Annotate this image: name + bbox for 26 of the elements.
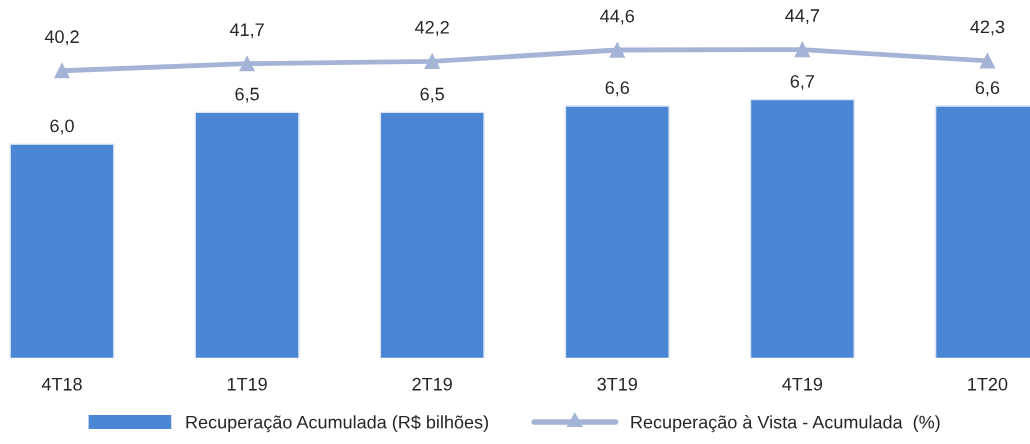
point bbox=[54, 63, 70, 79]
x-tick-label: 3T19 bbox=[597, 377, 637, 391]
point bbox=[979, 53, 996, 69]
point bbox=[609, 42, 625, 58]
data-label: 6,5 bbox=[235, 87, 259, 103]
point bbox=[794, 41, 810, 58]
x-tick-label: 1T20 bbox=[968, 377, 1008, 391]
data-label: 6,6 bbox=[605, 81, 630, 97]
data-label: 44,7 bbox=[785, 9, 820, 25]
data-label: 41,7 bbox=[229, 23, 264, 39]
data-label: 6,6 bbox=[975, 81, 1000, 97]
x-tick-label: 4T19 bbox=[782, 377, 823, 391]
x-tick-label: 4T18 bbox=[41, 377, 82, 391]
data-label: 42,2 bbox=[415, 20, 449, 36]
x-tick-label: 2T19 bbox=[412, 377, 452, 391]
x-tick-label: 1T19 bbox=[227, 377, 267, 391]
legend-label: Recuperação Acumulada (R$ bilhões) bbox=[186, 415, 488, 433]
data-label: 42,3 bbox=[970, 20, 1005, 36]
data-label: 6,0 bbox=[50, 119, 74, 135]
point bbox=[424, 53, 440, 69]
data-label: 6,5 bbox=[420, 87, 444, 103]
legend-label: Recuperação à Vista - Acumulada (%) bbox=[631, 415, 940, 433]
data-label: 40,2 bbox=[44, 30, 79, 46]
data-label: 44,6 bbox=[600, 9, 635, 25]
point bbox=[239, 56, 255, 72]
data-label: 6,7 bbox=[790, 74, 814, 90]
